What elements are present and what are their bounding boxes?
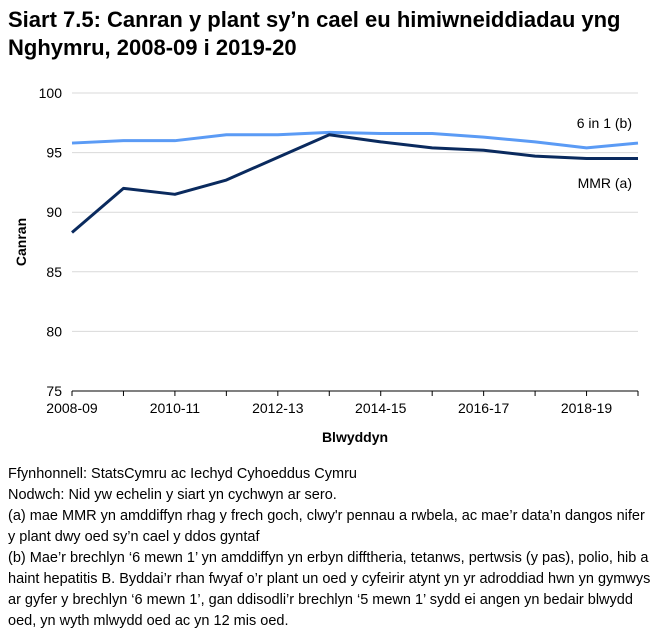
y-tick-label: 75 [46, 383, 62, 399]
y-tick-label: 95 [46, 145, 62, 161]
series-label: 6 in 1 (b) [577, 115, 632, 131]
line-chart: 75 80 85 90 95 100 2008-09 2010-11 2012-13 2014-1… [13, 85, 639, 445]
x-tick-label: 2018-19 [561, 400, 613, 416]
y-axis-label: Canran [13, 218, 29, 266]
x-axis-label: Blwyddyn [322, 429, 388, 445]
axis-note: Nodwch: Nid yw echelin y siart yn cychwy… [8, 487, 337, 503]
x-tick-label: 2012-13 [252, 400, 304, 416]
chart-notes: Ffynhonnell: StatsCymru ac Iechyd Cyhoed… [8, 464, 653, 632]
x-tick-label: 2016-17 [458, 400, 510, 416]
footnote-a: (a) mae MMR yn amddiffyn rhag y frech go… [8, 508, 645, 545]
chart-title: Siart 7.5: Canran y plant sy’n cael eu h… [8, 7, 621, 60]
y-tick-label: 80 [46, 323, 62, 339]
series-line-6-in-1 [71, 130, 639, 150]
x-tick-label: 2008-09 [46, 400, 98, 416]
series-label: MMR (a) [578, 175, 632, 191]
x-tick-label: 2010-11 [150, 400, 201, 416]
source-note: Ffynhonnell: StatsCymru ac Iechyd Cyhoed… [8, 466, 357, 482]
footnote-b: (b) Mae’r brechlyn ‘6 mewn 1’ yn amddiff… [8, 550, 651, 629]
y-tick-label: 100 [39, 85, 63, 101]
y-tick-label: 90 [46, 204, 62, 220]
y-tick-label: 85 [46, 264, 62, 280]
series-line-mmr [71, 133, 638, 234]
x-tick-label: 2014-15 [355, 400, 407, 416]
